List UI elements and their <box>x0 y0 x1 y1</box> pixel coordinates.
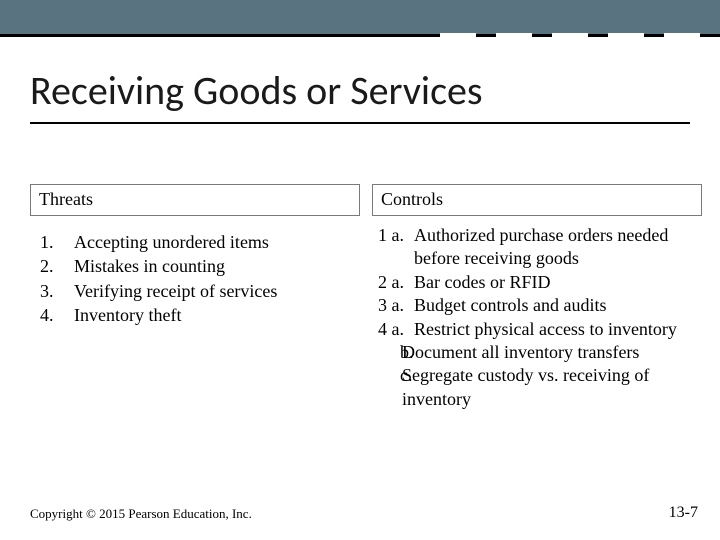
controls-item-tag: 2 a. <box>378 271 414 294</box>
controls-item: 3 a.Budget controls and audits <box>378 294 700 317</box>
threats-item-text: Accepting unordered items <box>74 230 356 254</box>
threats-column: Threats 1.Accepting unordered items2.Mis… <box>30 184 360 327</box>
controls-item: 1 a.Authorized purchase orders needed be… <box>378 224 700 271</box>
controls-item: b.Document all inventory transfers <box>378 341 700 364</box>
threats-list: 1.Accepting unordered items2.Mistakes in… <box>30 216 360 327</box>
controls-item-text: Bar codes or RFID <box>414 271 700 294</box>
top-band-tick <box>440 33 476 37</box>
page-title: Receiving Goods or Services <box>30 66 483 115</box>
threats-item: 2.Mistakes in counting <box>40 254 356 278</box>
top-band-tick <box>608 33 644 37</box>
threats-header: Threats <box>30 184 360 216</box>
threats-item: 3.Verifying receipt of services <box>40 279 356 303</box>
controls-item-tag: 3 a. <box>378 294 414 317</box>
threats-item-text: Verifying receipt of services <box>74 279 356 303</box>
threats-item-number: 3. <box>40 279 74 303</box>
top-band-tick <box>552 33 588 37</box>
controls-item-tag: 4 a. <box>378 318 414 341</box>
title-underline <box>30 122 690 124</box>
threats-item-number: 1. <box>40 230 74 254</box>
controls-item-text: Budget controls and audits <box>414 294 700 317</box>
threats-item-number: 4. <box>40 303 74 327</box>
controls-item-tag: c. <box>378 364 402 411</box>
controls-item-text: Authorized purchase orders needed before… <box>414 224 700 271</box>
slide: Receiving Goods or Services Threats 1.Ac… <box>0 0 720 540</box>
controls-column: Controls 1 a.Authorized purchase orders … <box>372 184 702 411</box>
threats-item-text: Mistakes in counting <box>74 254 356 278</box>
controls-item: c.Segregate custody vs. receiving of inv… <box>378 364 700 411</box>
threats-item: 1.Accepting unordered items <box>40 230 356 254</box>
threats-item: 4.Inventory theft <box>40 303 356 327</box>
threats-item-text: Inventory theft <box>74 303 356 327</box>
controls-item: 2 a.Bar codes or RFID <box>378 271 700 294</box>
top-band <box>0 0 720 34</box>
controls-list: 1 a.Authorized purchase orders needed be… <box>372 216 702 411</box>
threats-item-number: 2. <box>40 254 74 278</box>
controls-item-tag: 1 a. <box>378 224 414 271</box>
copyright: Copyright © 2015 Pearson Education, Inc. <box>30 506 252 522</box>
controls-item: 4 a.Restrict physical access to inventor… <box>378 318 700 341</box>
controls-item-tag: b. <box>378 341 402 364</box>
page-number: 13-7 <box>669 504 698 522</box>
controls-item-text: Segregate custody vs. receiving of inven… <box>402 364 700 411</box>
controls-item-text: Document all inventory transfers <box>402 341 700 364</box>
controls-header: Controls <box>372 184 702 216</box>
controls-item-text: Restrict physical access to inventory <box>414 318 700 341</box>
top-band-tick <box>496 33 532 37</box>
top-band-tick <box>664 33 700 37</box>
